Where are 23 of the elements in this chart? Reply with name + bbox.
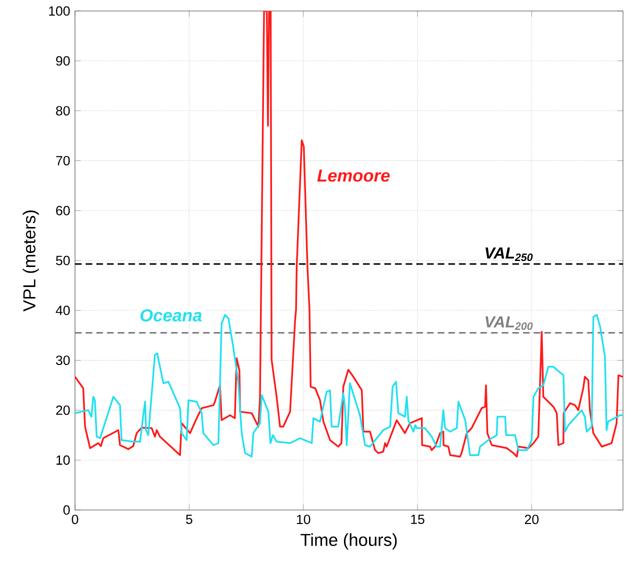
y-tick-label: 80 [56,106,70,116]
ref-line-label: VAL$_{250}$ [486,248,533,262]
y-tick-label: 0 [63,505,70,515]
x-axis-title: Time (hours) [300,533,397,550]
line-series [75,10,624,458]
y-tick-label: 70 [56,156,70,166]
y-tick-label: 50 [56,256,70,266]
y-axis-title: VPL (meters) [22,210,39,312]
x-tick-label: 0 [72,514,78,524]
y-tick-label: 60 [56,206,70,216]
y-tick-label: 20 [56,405,70,415]
series-label: Oceana [140,309,202,322]
y-tick-label: 100 [49,6,70,16]
x-tick-label: 15 [411,514,424,524]
y-tick-label: 90 [56,56,70,66]
x-tick-label: 5 [186,514,192,524]
y-tick-label: 30 [56,356,70,366]
x-tick-label: 10 [296,514,310,524]
ref-line-label: VAL$_{200}$ [486,316,533,330]
y-tick-label: 40 [56,306,70,316]
series-label: Lemoore [317,170,390,182]
x-tick-label: 20 [524,514,539,524]
y-tick-label: 10 [56,455,70,465]
